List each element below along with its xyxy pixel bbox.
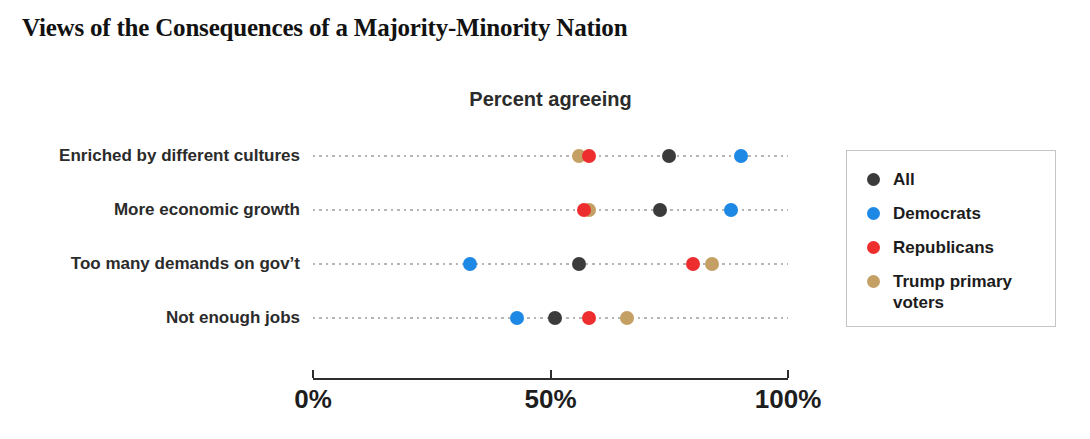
x-axis-line <box>313 378 788 380</box>
x-axis-tick-label: 0% <box>294 384 332 414</box>
data-dot <box>686 257 700 271</box>
legend-item: Republicans <box>867 237 1045 258</box>
chart-canvas: Views of the Consequences of a Majority-… <box>0 0 1090 439</box>
legend-swatch-icon <box>867 207 880 220</box>
data-dot <box>620 311 634 325</box>
data-dot <box>582 311 596 325</box>
row-label: Too many demands on gov’t <box>0 253 300 275</box>
x-axis-tick-label: 50% <box>524 384 576 414</box>
x-axis-tick <box>787 370 789 378</box>
legend: All Democrats Republicans Trump primary vot… <box>846 150 1056 327</box>
legend-swatch-icon <box>867 241 880 254</box>
legend-label: Republicans <box>893 237 994 258</box>
data-dot <box>734 149 748 163</box>
data-dot <box>653 203 667 217</box>
legend-label: All <box>893 169 915 190</box>
legend-item: Democrats <box>867 203 1045 224</box>
legend-label: Trump primary voters <box>893 271 1045 313</box>
data-dot <box>577 203 591 217</box>
row-label: Not enough jobs <box>0 307 300 329</box>
legend-swatch-icon <box>867 275 880 288</box>
x-axis-tick-label: 100% <box>755 384 822 414</box>
legend-label: Democrats <box>893 203 981 224</box>
x-axis-tick <box>312 370 314 378</box>
row-label: Enriched by different cultures <box>0 145 300 167</box>
data-dot <box>572 257 586 271</box>
x-axis-tick <box>550 370 552 378</box>
legend-item: Trump primary voters <box>867 271 1045 313</box>
legend-item: All <box>867 169 1045 190</box>
data-dot <box>510 311 524 325</box>
data-dot <box>724 203 738 217</box>
row-guide-line <box>313 155 788 157</box>
legend-swatch-icon <box>867 173 880 186</box>
data-dot <box>705 257 719 271</box>
data-dot <box>582 149 596 163</box>
data-dot <box>548 311 562 325</box>
row-guide-line <box>313 209 788 211</box>
row-label: More economic growth <box>0 199 300 221</box>
data-dot <box>463 257 477 271</box>
data-dot <box>662 149 676 163</box>
